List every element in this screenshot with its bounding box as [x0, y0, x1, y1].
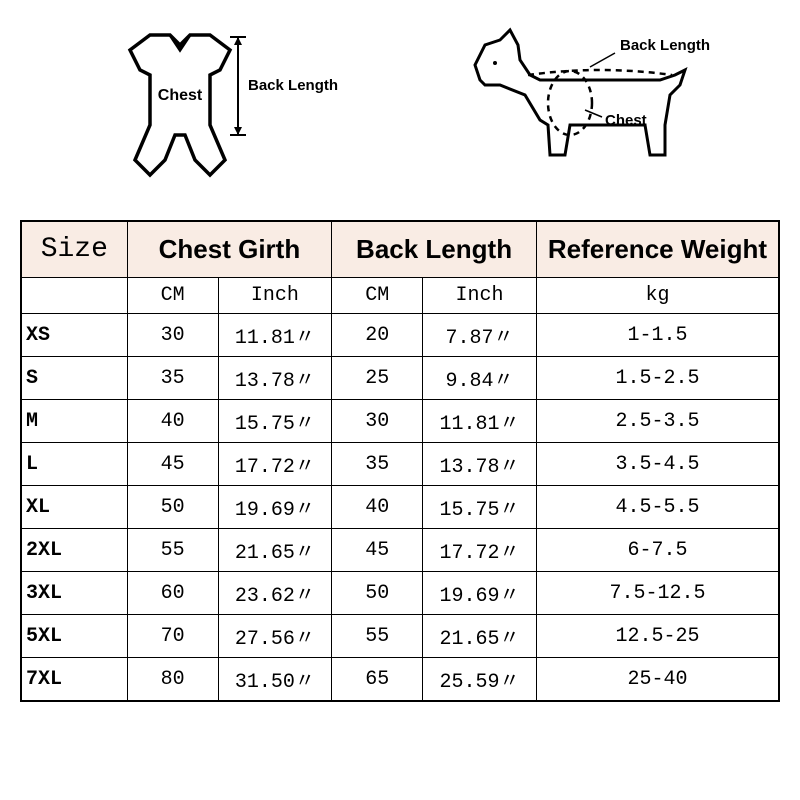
chest-label: Chest [158, 87, 203, 104]
cell-chest-in: 19.69〃 [218, 486, 332, 529]
cell-back-cm: 55 [332, 615, 423, 658]
cell-chest-in: 21.65〃 [218, 529, 332, 572]
table-header-row: Size Chest Girth Back Length Reference W… [21, 221, 779, 278]
cell-chest-cm: 80 [127, 658, 218, 702]
subheader-inch: Inch [423, 278, 537, 314]
dog-diagram: Back Length Chest [400, 25, 780, 195]
table-row: L4517.72〃3513.78〃3.5-4.5 [21, 443, 779, 486]
cell-back-cm: 50 [332, 572, 423, 615]
cell-size: 3XL [21, 572, 127, 615]
table-row: M4015.75〃3011.81〃2.5-3.5 [21, 400, 779, 443]
cell-chest-cm: 55 [127, 529, 218, 572]
col-size: Size [21, 221, 127, 278]
cell-back-in: 11.81〃 [423, 400, 537, 443]
cell-weight: 2.5-3.5 [536, 400, 779, 443]
cell-chest-in: 23.62〃 [218, 572, 332, 615]
table-body: XS3011.81〃207.87〃1-1.5S3513.78〃259.84〃1.… [21, 314, 779, 702]
cell-back-in: 17.72〃 [423, 529, 537, 572]
cell-chest-in: 11.81〃 [218, 314, 332, 357]
table-row: XS3011.81〃207.87〃1-1.5 [21, 314, 779, 357]
subheader-blank [21, 278, 127, 314]
cell-size: XL [21, 486, 127, 529]
cell-back-cm: 40 [332, 486, 423, 529]
chest-label: Chest [605, 112, 647, 129]
subheader-inch: Inch [218, 278, 332, 314]
cell-back-cm: 35 [332, 443, 423, 486]
table-row: 3XL6023.62〃5019.69〃7.5-12.5 [21, 572, 779, 615]
cell-weight: 25-40 [536, 658, 779, 702]
cell-size: 7XL [21, 658, 127, 702]
cell-size: XS [21, 314, 127, 357]
size-chart-table: Size Chest Girth Back Length Reference W… [20, 220, 780, 702]
cell-chest-in: 13.78〃 [218, 357, 332, 400]
back-length-label: Back Length [620, 37, 710, 54]
cell-chest-cm: 50 [127, 486, 218, 529]
cell-chest-cm: 30 [127, 314, 218, 357]
cell-size: S [21, 357, 127, 400]
cell-chest-cm: 70 [127, 615, 218, 658]
cell-weight: 7.5-12.5 [536, 572, 779, 615]
cell-weight: 12.5-25 [536, 615, 779, 658]
table-subheader-row: CM Inch CM Inch kg [21, 278, 779, 314]
cell-back-in: 21.65〃 [423, 615, 537, 658]
subheader-cm: CM [332, 278, 423, 314]
cell-weight: 4.5-5.5 [536, 486, 779, 529]
table-row: 7XL8031.50〃6525.59〃25-40 [21, 658, 779, 702]
dog-outline-icon: Back Length Chest [430, 25, 750, 195]
cell-weight: 1.5-2.5 [536, 357, 779, 400]
cell-chest-cm: 45 [127, 443, 218, 486]
table-row: S3513.78〃259.84〃1.5-2.5 [21, 357, 779, 400]
cell-chest-in: 15.75〃 [218, 400, 332, 443]
back-length-label: Back Length [248, 77, 338, 94]
cell-weight: 3.5-4.5 [536, 443, 779, 486]
subheader-cm: CM [127, 278, 218, 314]
table-row: XL5019.69〃4015.75〃4.5-5.5 [21, 486, 779, 529]
cell-chest-in: 17.72〃 [218, 443, 332, 486]
cell-back-in: 19.69〃 [423, 572, 537, 615]
cell-weight: 6-7.5 [536, 529, 779, 572]
cell-size: L [21, 443, 127, 486]
cell-back-cm: 20 [332, 314, 423, 357]
cell-chest-cm: 60 [127, 572, 218, 615]
cell-size: 5XL [21, 615, 127, 658]
cell-back-in: 15.75〃 [423, 486, 537, 529]
cell-chest-cm: 40 [127, 400, 218, 443]
col-chest: Chest Girth [127, 221, 332, 278]
cell-weight: 1-1.5 [536, 314, 779, 357]
cell-chest-cm: 35 [127, 357, 218, 400]
diagrams-row: Chest Back Length Back Length Chest [20, 20, 780, 200]
cell-size: M [21, 400, 127, 443]
table-row: 2XL5521.65〃4517.72〃6-7.5 [21, 529, 779, 572]
subheader-kg: kg [536, 278, 779, 314]
cell-chest-in: 27.56〃 [218, 615, 332, 658]
table-row: 5XL7027.56〃5521.65〃12.5-25 [21, 615, 779, 658]
col-back: Back Length [332, 221, 537, 278]
cell-back-in: 13.78〃 [423, 443, 537, 486]
cell-chest-in: 31.50〃 [218, 658, 332, 702]
col-weight: Reference Weight [536, 221, 779, 278]
cell-size: 2XL [21, 529, 127, 572]
garment-outline-icon: Chest Back Length [70, 25, 350, 195]
cell-back-in: 7.87〃 [423, 314, 537, 357]
cell-back-cm: 30 [332, 400, 423, 443]
cell-back-cm: 65 [332, 658, 423, 702]
cell-back-cm: 45 [332, 529, 423, 572]
cell-back-in: 9.84〃 [423, 357, 537, 400]
cell-back-cm: 25 [332, 357, 423, 400]
cell-back-in: 25.59〃 [423, 658, 537, 702]
garment-diagram: Chest Back Length [20, 25, 400, 195]
